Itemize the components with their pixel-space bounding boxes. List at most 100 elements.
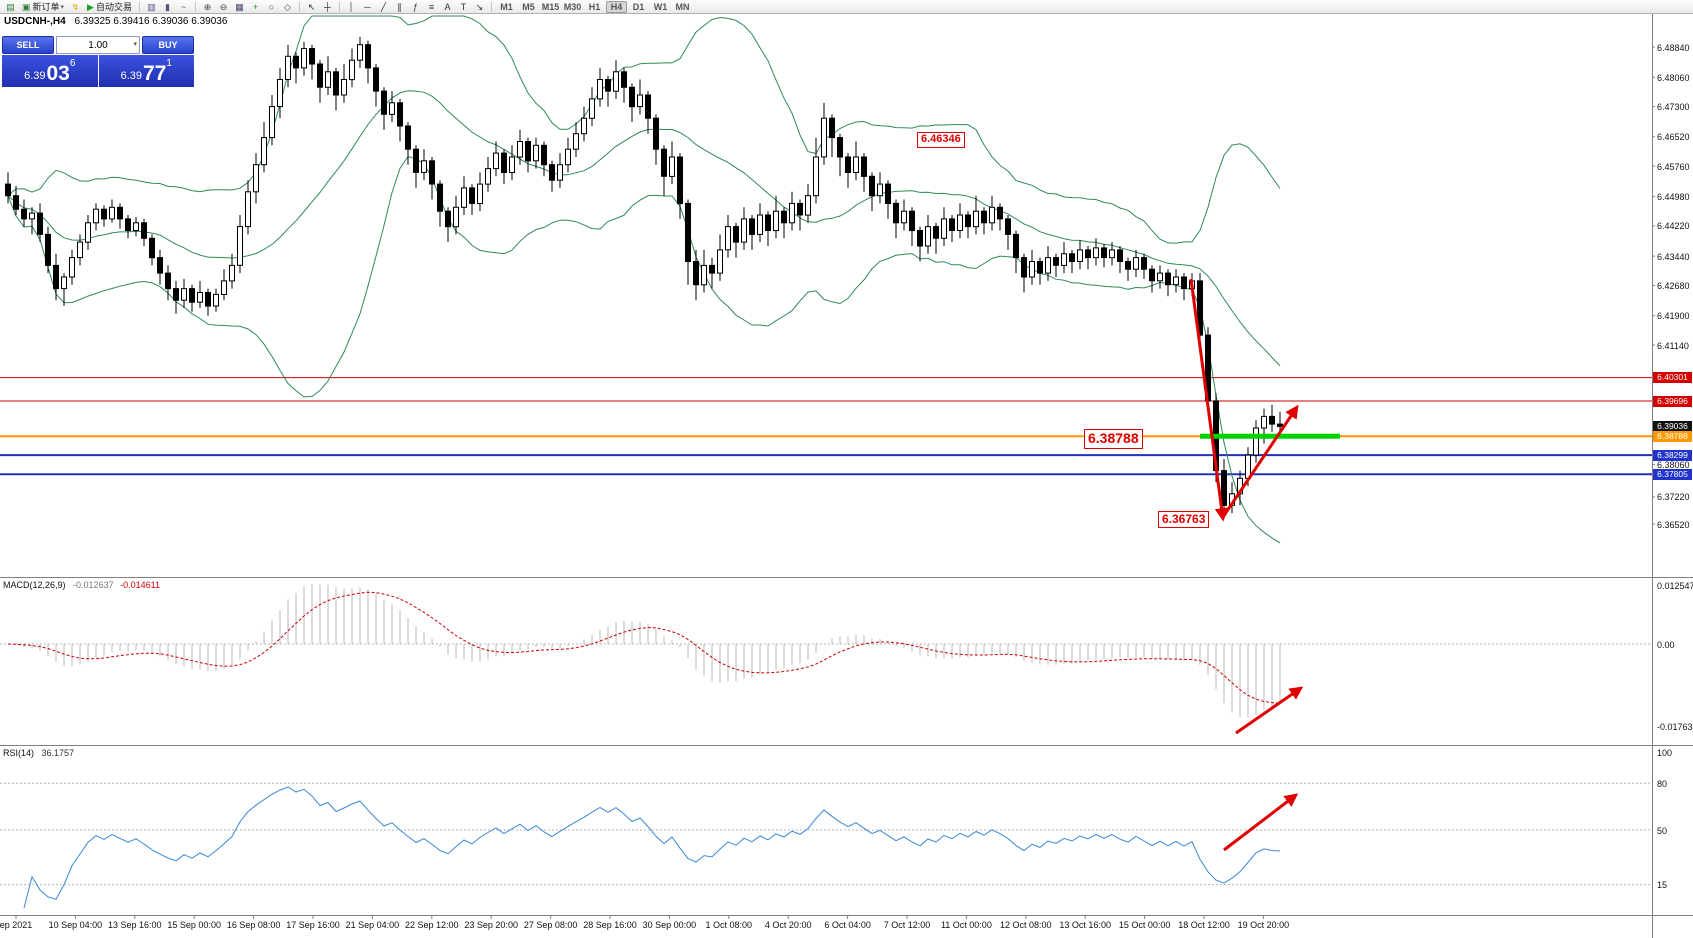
- toolbar-separator: [298, 1, 300, 12]
- volume-value: 1.00: [88, 39, 108, 51]
- chart-bars-mode-icon: ▥: [147, 1, 156, 12]
- vertical-line-icon: │: [348, 1, 355, 12]
- buy-price[interactable]: 6.39 77 1: [98, 55, 194, 87]
- toolbar-separator: [338, 1, 340, 12]
- one-click-trading-panel: SELL 1.00 ▾ BUY 6.39 03 6 6.39 77 1: [2, 36, 194, 87]
- sell-price-point: 6: [69, 58, 76, 69]
- equidistant-channel-button[interactable]: ∥: [392, 1, 407, 13]
- chart-line-mode-button[interactable]: ~: [176, 1, 191, 13]
- sell-button[interactable]: SELL: [2, 36, 54, 54]
- expert-advisors-button[interactable]: ↯: [68, 1, 83, 13]
- text-label-icon: T: [460, 1, 467, 12]
- arrow-objects-button[interactable]: ↘: [472, 1, 487, 13]
- vertical-line-button[interactable]: │: [344, 1, 359, 13]
- indicators-icon: +: [252, 1, 259, 12]
- arrow-objects-icon: ↘: [475, 1, 484, 12]
- macd-main-value: -0.012637: [73, 580, 114, 590]
- trade-panel-controls: SELL 1.00 ▾ BUY: [2, 36, 194, 54]
- auto-trading-label: 自动交易: [95, 2, 132, 12]
- sell-price-prefix: 6.39: [24, 70, 46, 82]
- buy-price-point: 1: [166, 58, 172, 69]
- timeframe-m15-button[interactable]: M15: [541, 1, 560, 12]
- trend-arrow-annotation[interactable]: [1189, 278, 1229, 522]
- sell-price-pips: 03: [46, 62, 70, 86]
- cursor-icon: ↖: [307, 1, 316, 12]
- text-button[interactable]: A: [440, 1, 455, 13]
- zoom-out-icon: ⊖: [219, 1, 228, 12]
- new-order-button[interactable]: ▣ 新订单 ▾: [19, 1, 67, 13]
- new-order-icon: ▣: [22, 1, 31, 12]
- zoom-in-button[interactable]: ⊕: [200, 1, 215, 13]
- cursor-button[interactable]: ↖: [304, 1, 319, 13]
- fibonacci-icon: ƒ: [412, 1, 418, 12]
- timeframe-d1-button[interactable]: D1: [628, 1, 649, 13]
- fibonacci-button[interactable]: ƒ: [408, 1, 423, 13]
- timeframe-m30-button[interactable]: M30: [563, 1, 582, 12]
- trend-arrow-annotation[interactable]: [1235, 686, 1304, 735]
- rsi-name: RSI(14): [3, 748, 35, 758]
- volume-dropdown-icon[interactable]: ▾: [133, 41, 137, 48]
- templates-button[interactable]: ◇: [280, 1, 295, 13]
- timeframe-h1-button[interactable]: H1: [584, 1, 605, 13]
- auto-trading-button[interactable]: ▶ 自动交易: [84, 1, 135, 13]
- objects-list-icon: ≡: [428, 1, 435, 12]
- rsi-label: RSI(14) 36.1757: [3, 748, 74, 758]
- toolbar-separator: [490, 1, 492, 12]
- tile-windows-icon: ▦: [235, 1, 244, 12]
- trend-arrow-annotation[interactable]: [1221, 404, 1299, 518]
- chart-symbol-period: USDCNH-,H4: [4, 16, 66, 27]
- chart-ohlc-quotes: 6.39325 6.39416 6.39036 6.39036: [74, 16, 228, 27]
- bollinger-middle-band: [7, 90, 1281, 367]
- macd-histogram: [15, 583, 1281, 718]
- periods-icon: ○: [268, 1, 275, 12]
- templates-icon: ◇: [284, 1, 291, 12]
- auto-trading-icon: ▶: [87, 1, 94, 12]
- macd-signal-value: -0.014611: [120, 580, 160, 590]
- text-label-button[interactable]: T: [456, 1, 471, 13]
- objects-list-button[interactable]: ≡: [424, 1, 439, 13]
- zoom-out-button[interactable]: ⊖: [216, 1, 231, 13]
- horizontal-line-button[interactable]: ─: [360, 1, 375, 13]
- timeframe-m1-button[interactable]: M1: [496, 1, 517, 13]
- volume-input[interactable]: 1.00 ▾: [56, 36, 140, 54]
- zoom-in-icon: ⊕: [203, 1, 212, 12]
- toolbar: ▤ ▣ 新订单 ▾ ↯ ▶ 自动交易 ▥ ▮ ~ ⊕ ⊖ ▦ + ○ ◇ ↖ ┼ │ ─ ╱ ∥ ƒ ≡ A T ↘ M1 M5 M15 M…: [0, 0, 1693, 14]
- crosshair-icon: ┼: [324, 1, 331, 12]
- macd-signal-line: [7, 591, 1281, 704]
- buy-price-pips: 77: [143, 62, 167, 86]
- trend-arrow-annotation[interactable]: [1223, 793, 1299, 852]
- indicators-button[interactable]: +: [248, 1, 263, 13]
- buy-price-prefix: 6.39: [120, 70, 142, 82]
- trade-panel-prices: 6.39 03 6 6.39 77 1: [2, 55, 194, 87]
- crosshair-button[interactable]: ┼: [320, 1, 335, 13]
- chart-candles-mode-button[interactable]: ▮: [160, 1, 175, 13]
- sell-price[interactable]: 6.39 03 6: [2, 55, 98, 87]
- timeframe-w1-button[interactable]: W1: [650, 1, 671, 13]
- equidistant-channel-icon: ∥: [397, 1, 402, 12]
- trendline-button[interactable]: ╱: [376, 1, 391, 13]
- candlestick-series: [5, 36, 1283, 515]
- new-order-label: 新订单: [32, 2, 60, 12]
- new-chart-icon: ▤: [6, 1, 15, 12]
- macd-label: MACD(12,26,9) -0.012637 -0.014611: [3, 580, 160, 590]
- new-order-caret-icon: ▾: [60, 3, 65, 11]
- periods-button[interactable]: ○: [264, 1, 279, 13]
- timeframe-h4-button[interactable]: H4: [605, 0, 627, 13]
- timeframe-mn-button[interactable]: MN: [672, 1, 693, 13]
- rsi-line: [23, 786, 1281, 909]
- new-chart-button[interactable]: ▤: [3, 1, 18, 13]
- chart-title: USDCNH-,H4 6.39325 6.39416 6.39036 6.390…: [4, 16, 227, 27]
- tile-windows-button[interactable]: ▦: [232, 1, 247, 13]
- buy-button[interactable]: BUY: [142, 36, 194, 54]
- chart-candles-mode-icon: ▮: [165, 1, 170, 12]
- bollinger-upper-band: [7, 15, 1281, 244]
- timeframe-m5-button[interactable]: M5: [518, 1, 539, 13]
- chart-bars-mode-button[interactable]: ▥: [144, 1, 159, 13]
- bollinger-lower-band: [7, 156, 1281, 544]
- toolbar-separator: [138, 1, 140, 12]
- rsi-value: 36.1757: [41, 748, 75, 758]
- macd-name: MACD(12,26,9): [3, 580, 66, 590]
- horizontal-line-icon: ─: [364, 1, 371, 12]
- toolbar-separator: [194, 1, 196, 12]
